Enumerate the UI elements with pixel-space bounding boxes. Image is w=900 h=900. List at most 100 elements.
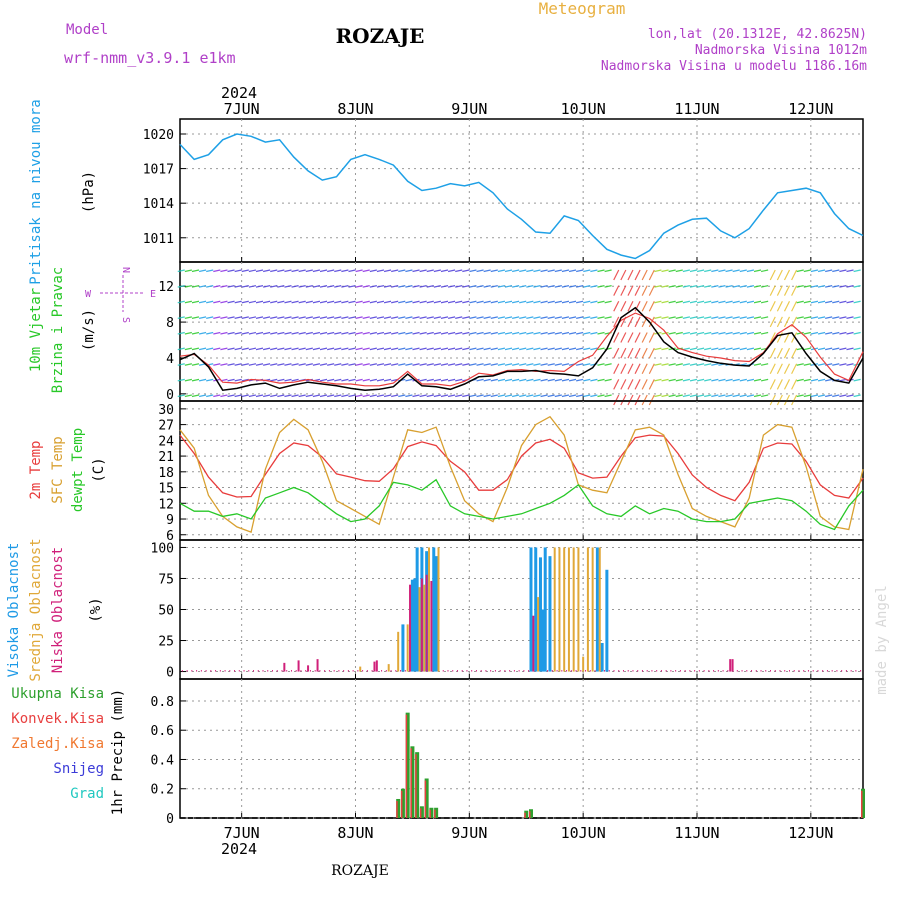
wind-arrow — [846, 394, 854, 398]
wind-arrow — [704, 394, 712, 398]
wind-arrow — [832, 363, 840, 366]
wind-arrow — [769, 347, 776, 359]
wind-arrow — [198, 331, 207, 335]
cloud-bar — [582, 656, 585, 672]
wind-arrow — [213, 363, 221, 366]
wind-arrow — [661, 394, 669, 398]
wind-arrow — [668, 300, 676, 304]
wind-arrow — [711, 331, 719, 335]
wind-arrow — [668, 394, 676, 398]
wind-arrow — [206, 347, 214, 351]
wind-arrow — [696, 394, 705, 398]
cloud-bar — [532, 615, 535, 672]
wind-arrow — [191, 300, 200, 304]
wind-arrow — [383, 269, 392, 273]
wind-arrow — [426, 269, 434, 273]
wind-arrow — [234, 316, 242, 319]
wind-arrow — [590, 331, 598, 335]
wind-arrow — [234, 363, 242, 366]
wind-arrow — [305, 300, 313, 304]
wind-arrow — [613, 316, 620, 328]
wind-arrow — [348, 300, 356, 304]
wind-arrow — [483, 331, 491, 335]
wind-arrow — [206, 331, 214, 335]
wind-arrow — [497, 363, 506, 366]
wind-arrow — [761, 378, 769, 382]
wind-arrow — [262, 316, 271, 319]
wind-arrow — [291, 300, 299, 304]
wind-arrow — [433, 394, 441, 398]
wind-arrow — [305, 394, 313, 398]
y-tick-label: 1017 — [143, 163, 174, 178]
wind-arrow — [319, 300, 328, 304]
wind-arrow — [455, 300, 463, 304]
wind-arrow — [696, 331, 705, 335]
wind-arrow — [462, 363, 470, 366]
wind-arrow — [241, 347, 249, 351]
y-tick-label: 0.2 — [151, 783, 174, 798]
wind-arrow — [604, 269, 612, 273]
cloud-bar — [731, 659, 734, 672]
wind-arrow — [504, 363, 513, 366]
wind-arrow — [327, 331, 335, 335]
precip-conv-bar — [424, 780, 427, 818]
cloud-bar — [410, 579, 414, 672]
precip-bar — [400, 788, 405, 818]
wind-arrow — [447, 378, 456, 382]
wind-arrow — [455, 316, 463, 319]
wind-arrow — [689, 316, 698, 319]
wind-arrow — [739, 285, 747, 288]
wind-arrow — [341, 378, 349, 382]
precip-bar — [434, 807, 439, 818]
wind-arrow — [369, 300, 377, 304]
wind-arrow — [604, 363, 612, 366]
wind-arrow — [440, 394, 449, 398]
wind-arrow — [433, 347, 441, 351]
wind-arrow — [561, 269, 570, 273]
wind-arrow — [341, 285, 349, 288]
wind-arrow — [583, 378, 591, 382]
wind-arrow — [362, 363, 370, 366]
wind-arrow — [334, 363, 342, 366]
wind-axis-title-1: 10m Vjetar — [28, 288, 44, 372]
wind-arrow — [469, 331, 477, 335]
wind-arrow — [540, 300, 548, 304]
wind-arrow — [783, 394, 791, 406]
wind-arrow — [620, 332, 627, 343]
wind-arrow — [469, 394, 477, 398]
wind-arrow — [433, 285, 441, 288]
wind-arrow — [504, 331, 513, 335]
wind-arrow — [732, 285, 740, 288]
wind-arrow — [803, 285, 811, 288]
y-tick-label: 6 — [166, 529, 174, 544]
wind-arrow — [262, 363, 271, 366]
wind-arrow — [319, 269, 328, 273]
wind-arrow — [746, 269, 755, 273]
wind-arrow — [817, 300, 826, 304]
wind-arrow — [248, 285, 257, 288]
wind-arrow — [668, 269, 676, 273]
temp-line-0 — [179, 434, 864, 502]
y-tick-label: 18 — [158, 466, 174, 481]
wind-arrow — [597, 378, 605, 382]
wind-arrow — [547, 347, 555, 351]
wind-arrow — [305, 269, 313, 273]
wind-arrow — [725, 331, 733, 335]
wind-arrow — [241, 394, 249, 398]
wind-arrow — [455, 269, 463, 273]
wind-arrow — [206, 269, 214, 273]
wind-arrow — [248, 363, 257, 366]
wind-arrow — [419, 378, 427, 382]
wind-arrow — [262, 269, 271, 273]
wind-arrow — [270, 285, 278, 288]
wind-arrow — [177, 316, 185, 319]
wind-arrow — [540, 331, 548, 335]
y-tick-label: 75 — [158, 572, 174, 587]
wind-arrow — [412, 394, 420, 398]
wind-arrow — [661, 363, 669, 366]
wind-arrow — [519, 331, 527, 335]
y-tick-label: 24 — [158, 434, 174, 449]
cloud-bar — [409, 584, 412, 672]
pressure-axis-title: Pritisak na nivou mora — [28, 99, 44, 284]
wind-arrow — [696, 347, 705, 351]
